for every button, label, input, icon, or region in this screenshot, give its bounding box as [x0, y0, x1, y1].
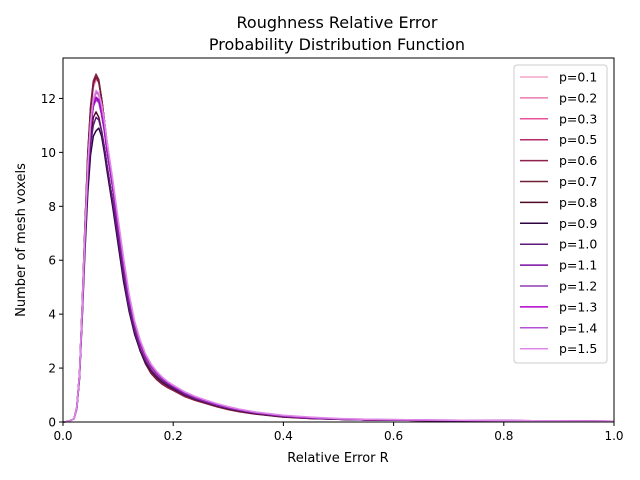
x-tick-label: 0.2 — [164, 429, 183, 443]
legend-label: p=0.9 — [559, 216, 597, 231]
series-line-14 — [62, 89, 615, 423]
y-axis-label: Number of mesh voxels — [14, 163, 29, 317]
legend-label: p=0.2 — [559, 90, 597, 105]
y-tick-label: 6 — [48, 254, 56, 268]
y-tick-label: 0 — [48, 416, 56, 430]
y-tick-label: 8 — [48, 200, 56, 214]
x-axis-label: Relative Error R — [287, 451, 388, 466]
y-axis-ticks: 0 2 4 6 8 10 12 — [41, 92, 63, 430]
plot-frame — [62, 57, 615, 423]
legend: p=0.1 p=0.2 p=0.3 p=0.5 p=0.6 p=0.7 p=0.8 p=0.9… — [513, 64, 608, 364]
legend-label: p=1.0 — [559, 237, 597, 252]
plot-lines — [62, 73, 615, 423]
x-tick-label: 0.8 — [494, 429, 513, 443]
legend-label: p=1.2 — [559, 279, 597, 294]
legend-box — [513, 64, 608, 364]
y-tick-label: 2 — [48, 362, 56, 376]
legend-label: p=1.3 — [559, 299, 597, 314]
x-tick-label: 1.0 — [604, 429, 623, 443]
x-axis-ticks: 0.0 0.2 0.4 0.6 0.8 1.0 — [53, 422, 624, 443]
chart-title-line2: Probability Distribution Function — [209, 35, 465, 54]
y-tick-label: 4 — [48, 308, 56, 322]
legend-label: p=1.5 — [559, 341, 597, 356]
legend-label: p=1.1 — [559, 258, 597, 273]
legend-label: p=0.7 — [559, 174, 597, 189]
legend-label: p=0.8 — [559, 195, 597, 210]
legend-label: p=0.5 — [559, 132, 597, 147]
x-tick-label: 0.4 — [274, 429, 293, 443]
x-tick-label: 0.6 — [384, 429, 403, 443]
legend-label: p=1.4 — [559, 320, 597, 335]
legend-label: p=0.1 — [559, 70, 597, 85]
legend-label: p=0.3 — [559, 111, 597, 126]
legend-label: p=0.6 — [559, 153, 597, 168]
y-tick-label: 12 — [41, 92, 56, 106]
y-tick-label: 10 — [41, 146, 56, 160]
x-tick-label: 0.0 — [53, 429, 72, 443]
legend-entries: p=0.1 p=0.2 p=0.3 p=0.5 p=0.6 p=0.7 p=0.8 p=0.9… — [520, 70, 597, 356]
chart-title-line1: Roughness Relative Error — [237, 13, 438, 32]
